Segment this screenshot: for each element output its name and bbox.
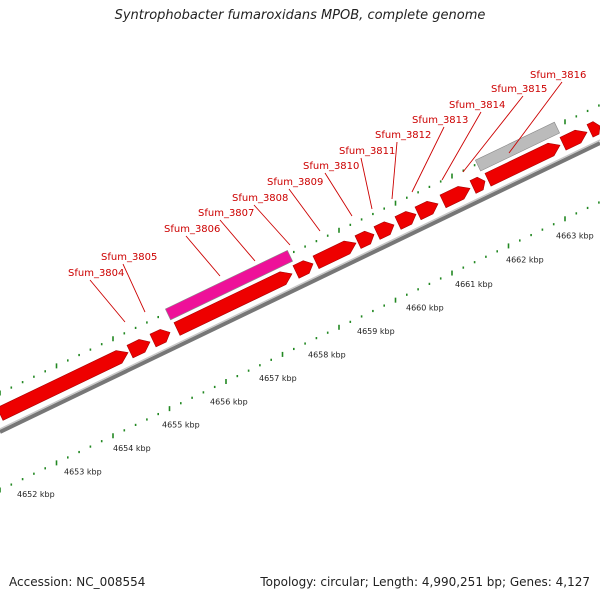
gene-arrow <box>484 142 561 187</box>
kbp-label: 4653 kbp <box>64 467 102 476</box>
gene-label: Sfum_3814 <box>449 100 505 111</box>
lower-tick-track <box>0 201 600 493</box>
leader-line <box>219 219 256 262</box>
leader-line <box>122 263 146 313</box>
leader-line <box>411 126 445 193</box>
gene-label: Sfum_3815 <box>491 84 547 95</box>
leader-line <box>462 95 524 173</box>
gene-label: Sfum_3810 <box>303 161 359 172</box>
leader-line <box>441 111 482 181</box>
topology-text: Topology: circular; Length: 4,990,251 bp… <box>260 575 590 589</box>
gene-arrow <box>173 271 293 336</box>
gene-label: Sfum_3804 <box>68 268 124 279</box>
gene-label: Sfum_3812 <box>375 130 431 141</box>
gene-arrow <box>149 329 171 348</box>
label-leader-lines <box>89 81 563 323</box>
kbp-label: 4657 kbp <box>259 374 297 383</box>
kbp-label: 4659 kbp <box>357 327 395 336</box>
kbp-label: 4661 kbp <box>455 280 493 289</box>
accession-text: Accession: NC_008554 <box>9 575 146 589</box>
leader-line <box>508 81 563 154</box>
kbp-label: 4655 kbp <box>162 420 200 429</box>
gene-arrow <box>292 260 314 279</box>
kbp-label: 4660 kbp <box>406 303 444 312</box>
kbp-label: 4656 kbp <box>210 397 248 406</box>
gene-arrow <box>394 211 417 230</box>
gene-arrow <box>559 129 588 151</box>
leader-line <box>185 235 221 277</box>
kbp-label: 4658 kbp <box>308 350 346 359</box>
kbp-labels: 4652 kbp 4653 kbp 4654 kbp 4655 kbp 4656 kbp… <box>17 231 594 499</box>
gene-label: Sfum_3806 <box>164 224 220 235</box>
kbp-label: 4662 kbp <box>506 255 544 264</box>
gene-label: Sfum_3816 <box>530 70 586 81</box>
kbp-label: 4654 kbp <box>113 444 151 453</box>
leader-line <box>288 188 321 232</box>
gene-arrow <box>469 176 486 194</box>
leader-line <box>89 279 126 323</box>
gene-labels: Sfum_3804 Sfum_3805 Sfum_3806 Sfum_3807 Sfum… <box>68 70 586 279</box>
gene-arrow <box>126 339 151 359</box>
gene-label: Sfum_3811 <box>339 146 395 157</box>
gene-arrow <box>354 230 375 249</box>
leader-line <box>391 141 398 200</box>
gene-label: Sfum_3809 <box>267 177 323 188</box>
gene-highlight-bar <box>164 249 294 321</box>
gene-arrow <box>373 221 395 240</box>
gene-label: Sfum_3805 <box>101 252 157 263</box>
gene-label: Sfum_3808 <box>232 193 288 204</box>
backbone-highlight <box>0 139 600 430</box>
gene-arrow <box>439 186 471 209</box>
gene-arrow <box>0 350 129 421</box>
map-title: Syntrophobacter fumaroxidans MPOB, compl… <box>114 8 486 23</box>
backbone-track <box>0 139 600 434</box>
gene-other-bar <box>474 121 561 172</box>
gene-label: Sfum_3807 <box>198 208 254 219</box>
backbone-line <box>0 141 600 434</box>
gene-arrow <box>312 240 357 270</box>
leader-line <box>324 172 353 217</box>
kbp-label: 4663 kbp <box>556 231 594 240</box>
kbp-label: 4652 kbp <box>17 490 55 499</box>
leader-line <box>253 204 291 246</box>
gene-arrow <box>586 121 600 138</box>
gene-track <box>0 121 600 421</box>
leader-line <box>360 157 373 210</box>
gene-label: Sfum_3813 <box>412 115 468 126</box>
gene-arrow <box>414 200 439 221</box>
